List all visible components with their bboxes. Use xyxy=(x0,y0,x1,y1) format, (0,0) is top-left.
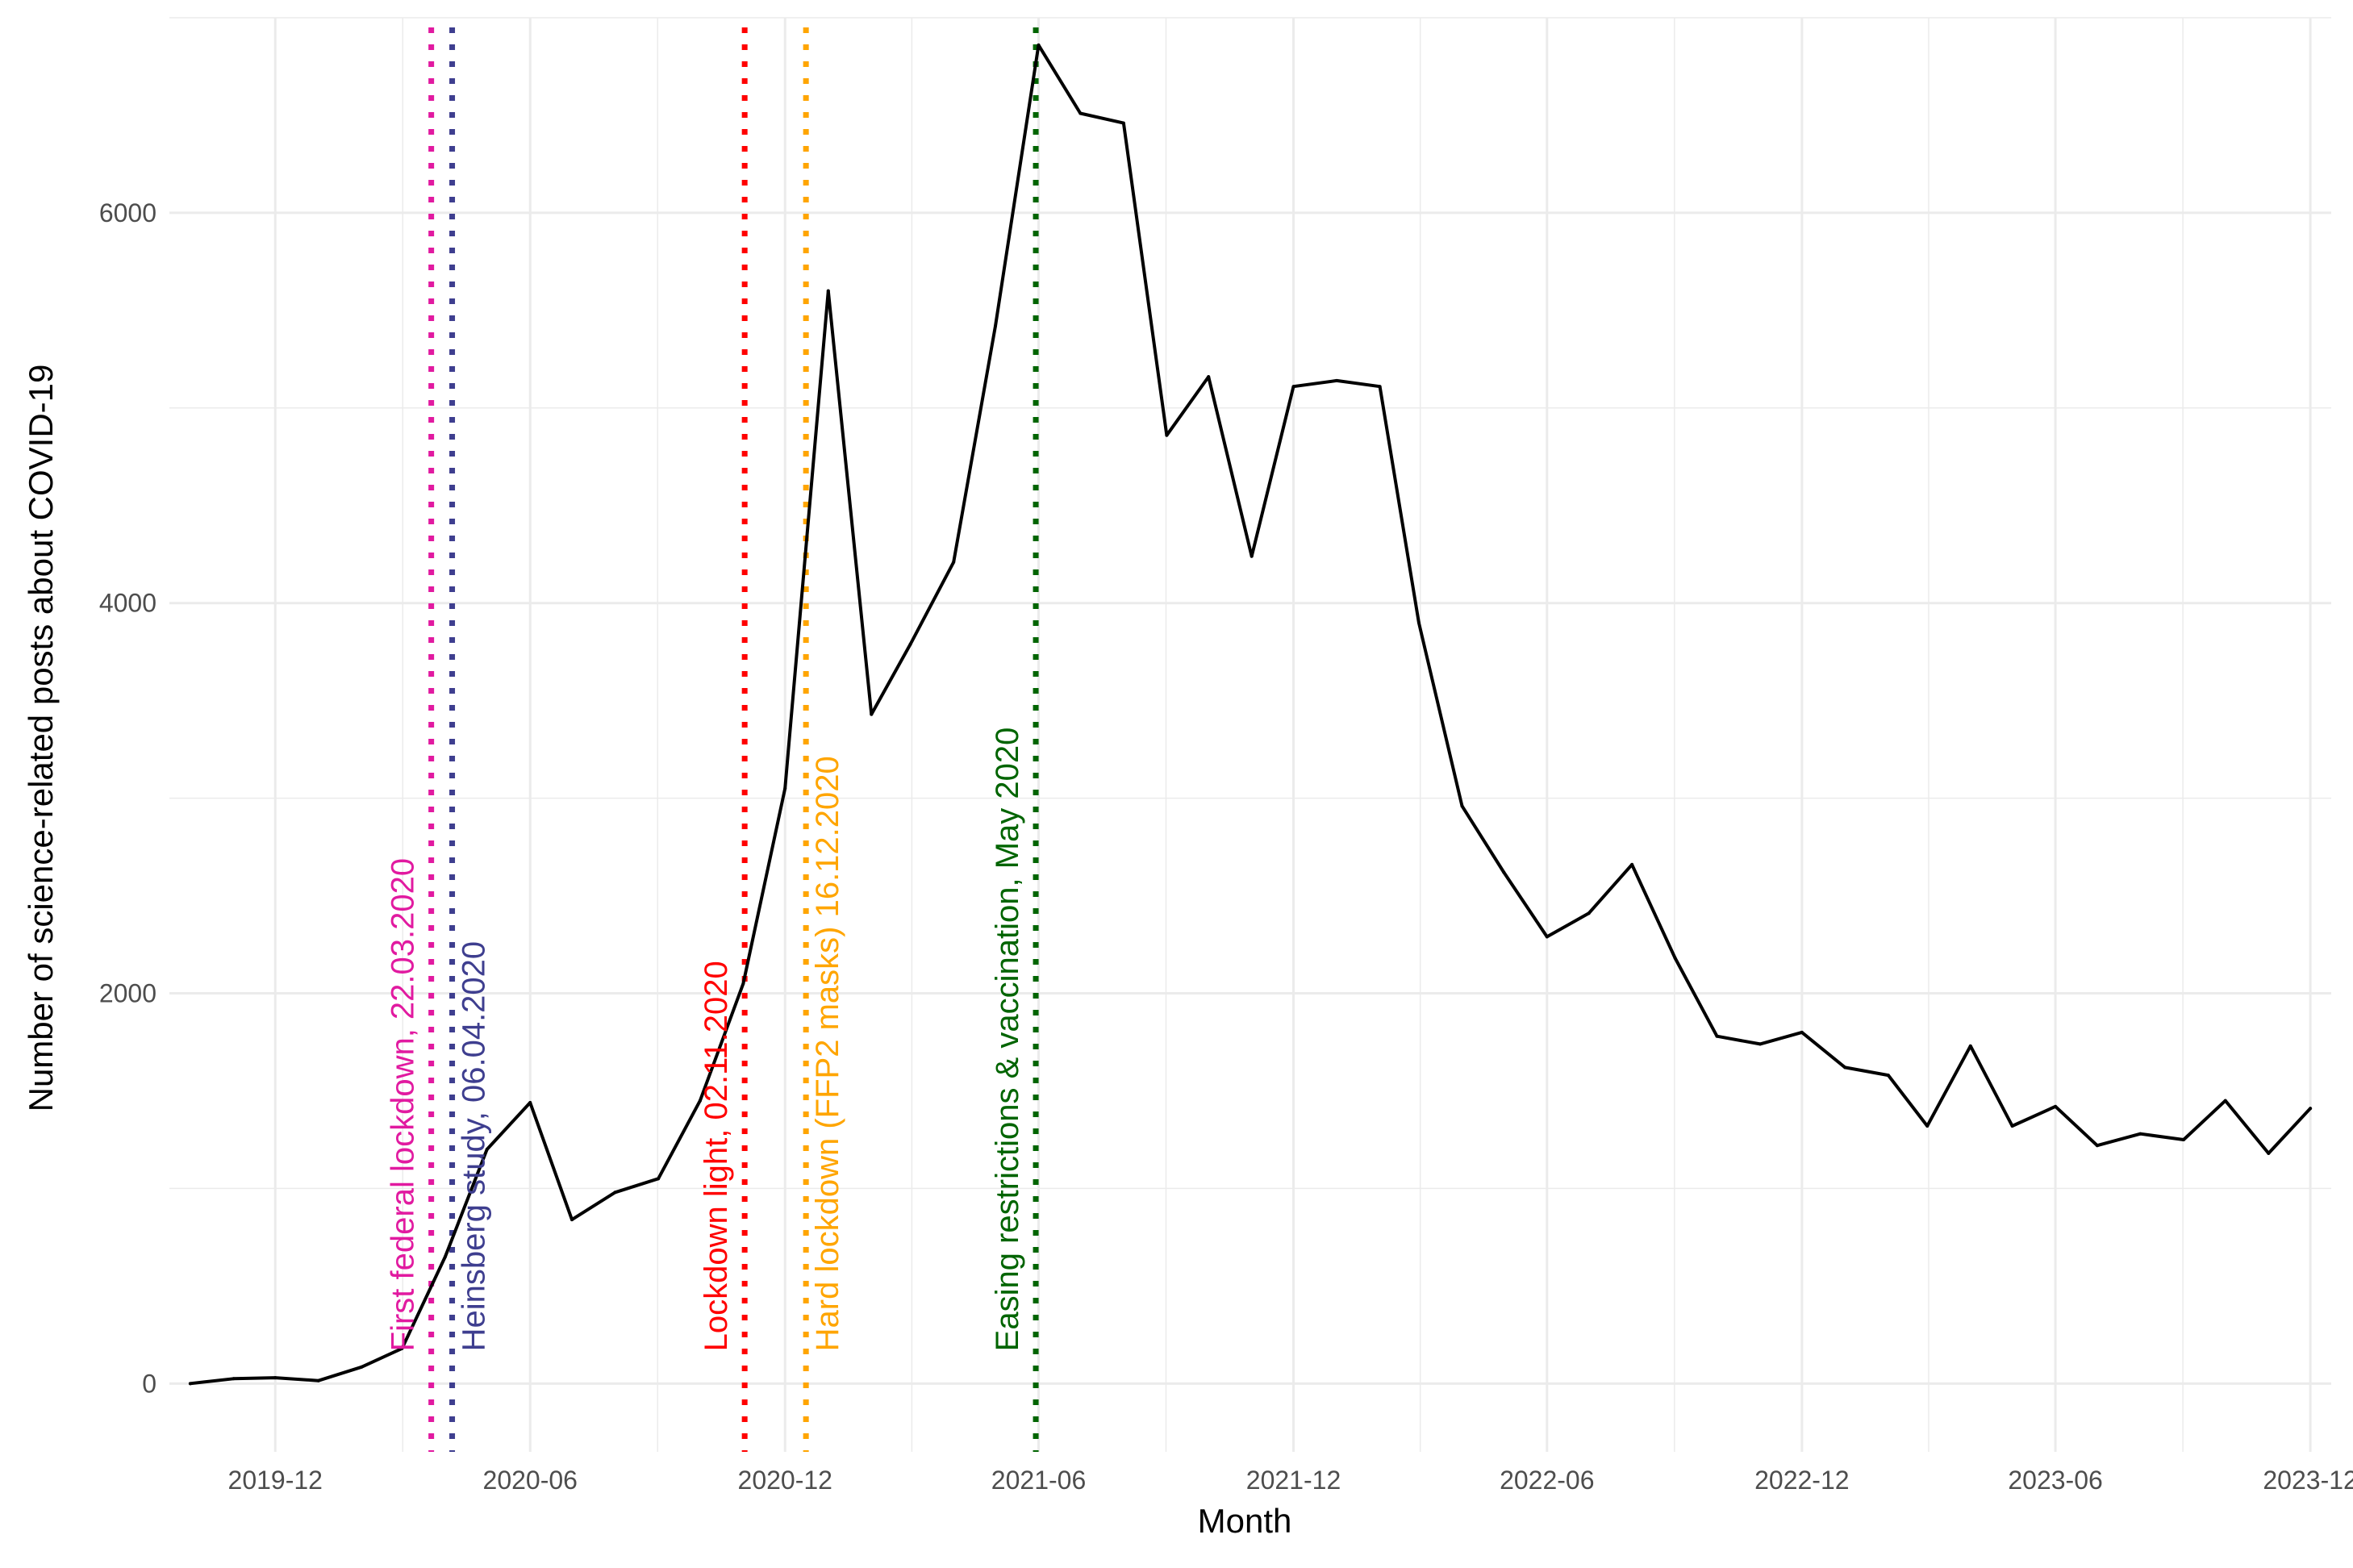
data-point xyxy=(657,1177,661,1181)
data-point xyxy=(360,1365,364,1369)
data-point xyxy=(952,560,956,564)
x-axis-title: Month xyxy=(1198,1502,1292,1540)
data-point xyxy=(485,1148,489,1152)
data-point xyxy=(443,1255,447,1259)
y-axis-ticks: 0 2000 4000 6000 xyxy=(99,198,156,1398)
data-point xyxy=(1886,1074,1890,1078)
x-tick-label: 2019-12 xyxy=(228,1466,323,1495)
data-point xyxy=(1715,1034,1719,1038)
data-point xyxy=(1250,554,1254,558)
event-lines xyxy=(428,27,1039,1452)
x-tick-label: 2020-12 xyxy=(738,1466,832,1495)
x-tick-label: 2021-06 xyxy=(991,1466,1086,1495)
event-label: Lockdown light, 02.11.2020 xyxy=(699,961,734,1351)
data-point xyxy=(1165,433,1169,437)
event-labels: First federal lockdown, 22.03.2020 Heinsb… xyxy=(386,728,1025,1352)
x-tick-label: 2022-06 xyxy=(1500,1466,1594,1495)
data-point xyxy=(1335,378,1339,382)
data-point xyxy=(826,289,830,293)
data-point xyxy=(1545,935,1549,939)
y-tick-label: 0 xyxy=(142,1369,156,1398)
event-label: Easing restrictions & vaccination, May 2… xyxy=(990,728,1025,1352)
event-label: First federal lockdown, 22.03.2020 xyxy=(386,858,421,1351)
data-point xyxy=(2010,1124,2014,1128)
data-point xyxy=(1037,43,1041,47)
data-point xyxy=(1416,620,1421,624)
event-label: Hard lockdown (FFP2 masks) 16.12.2020 xyxy=(810,756,845,1351)
y-axis-title: Number of science-related posts about CO… xyxy=(22,365,60,1112)
data-point xyxy=(273,1376,277,1380)
y-tick-label: 2000 xyxy=(99,979,156,1008)
data-point xyxy=(1925,1124,1930,1128)
data-point xyxy=(2223,1099,2227,1103)
data-point xyxy=(2054,1104,2058,1108)
data-point xyxy=(2309,1107,2313,1111)
grid-minor xyxy=(169,17,2331,1452)
x-tick-label: 2023-06 xyxy=(2008,1466,2102,1495)
data-point xyxy=(400,1346,404,1350)
data-point xyxy=(2138,1132,2142,1136)
grid-major xyxy=(169,18,2331,1452)
data-point xyxy=(1078,111,1083,115)
data-point xyxy=(993,324,997,328)
data-point xyxy=(1673,956,1677,960)
x-tick-label: 2023-12 xyxy=(2263,1466,2353,1495)
y-tick-label: 4000 xyxy=(99,589,156,618)
x-tick-label: 2020-06 xyxy=(483,1466,578,1495)
data-point xyxy=(1968,1044,1972,1048)
x-tick-label: 2021-12 xyxy=(1246,1466,1341,1495)
data-point xyxy=(741,982,745,986)
series-layer xyxy=(188,43,2313,1386)
x-tick-label: 2022-12 xyxy=(1754,1466,1849,1495)
data-point xyxy=(232,1377,236,1381)
data-point xyxy=(783,786,787,790)
data-point xyxy=(2181,1137,2185,1141)
series-line xyxy=(188,43,2313,1386)
data-point xyxy=(1587,911,1591,915)
data-point xyxy=(1800,1030,1804,1034)
data-point xyxy=(1758,1042,1763,1046)
data-point xyxy=(570,1218,574,1222)
data-point xyxy=(528,1100,532,1104)
data-point xyxy=(1207,375,1211,379)
data-point xyxy=(870,712,874,716)
event-label: Heinsberg study, 06.04.2020 xyxy=(457,941,492,1352)
data-point xyxy=(2267,1151,2271,1155)
data-point xyxy=(188,1382,192,1386)
data-point xyxy=(1630,862,1634,866)
data-point xyxy=(1291,385,1295,389)
y-tick-label: 6000 xyxy=(99,198,156,227)
data-point xyxy=(613,1191,617,1195)
data-point xyxy=(1843,1065,1847,1070)
data-point xyxy=(1121,121,1125,125)
data-point xyxy=(908,642,912,646)
data-point xyxy=(698,1099,702,1103)
data-point xyxy=(1378,385,1382,389)
data-point xyxy=(1502,870,1506,874)
data-point xyxy=(2095,1144,2099,1148)
data-point xyxy=(1460,804,1464,808)
x-axis-ticks: 2019-12 2020-06 2020-12 2021-06 2021-12 2022-… xyxy=(228,1466,2353,1495)
data-point xyxy=(316,1378,320,1382)
